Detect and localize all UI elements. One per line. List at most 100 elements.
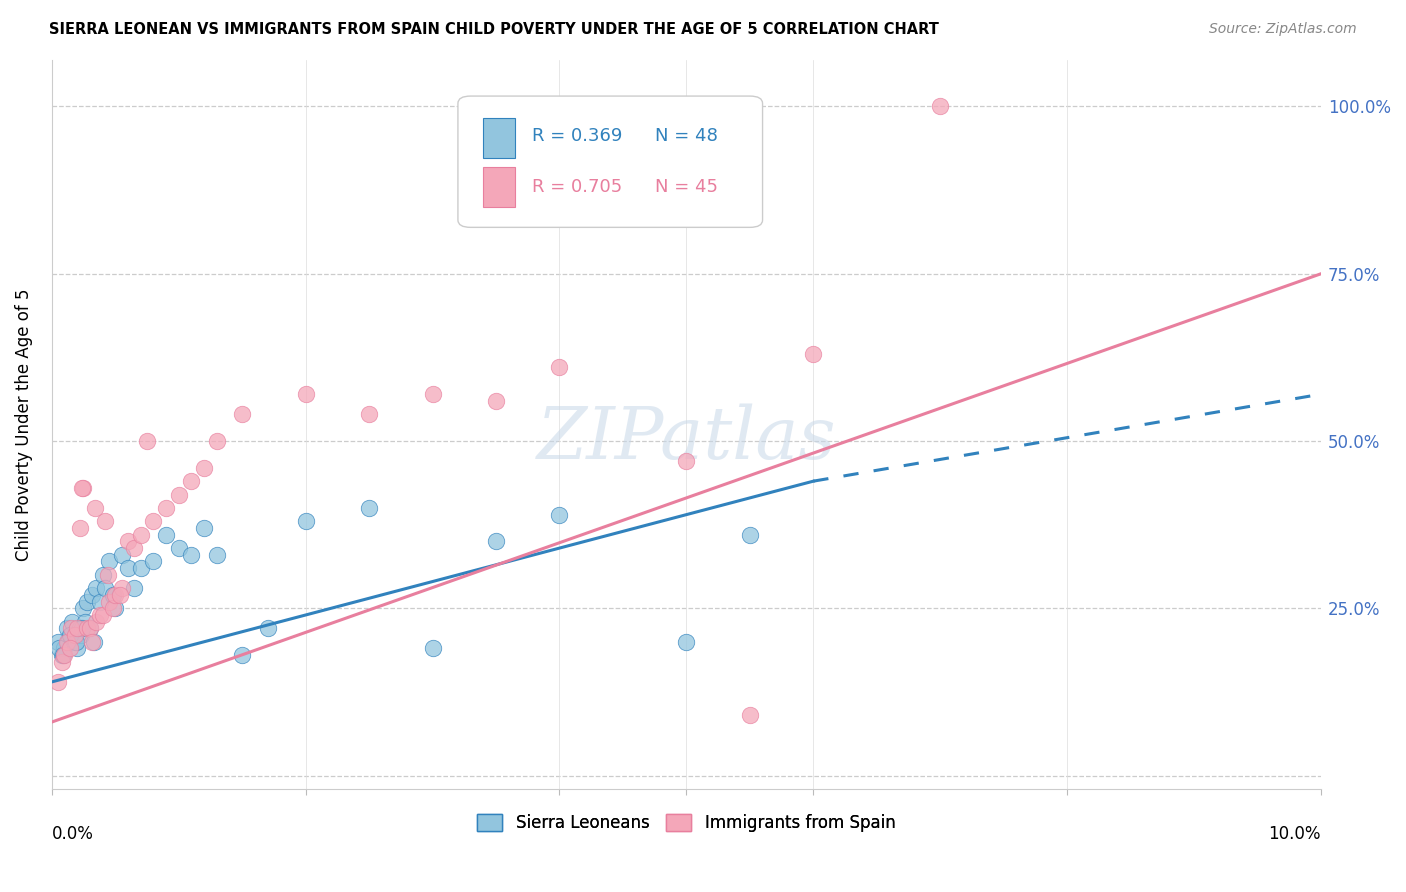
Point — [76, 621, 98, 635]
Point — [155, 500, 177, 515]
Point — [65, 634, 87, 648]
Point — [53, 641, 76, 656]
Point — [117, 534, 139, 549]
Point — [94, 581, 117, 595]
Point — [83, 634, 105, 648]
Point — [82, 588, 104, 602]
FancyBboxPatch shape — [484, 118, 515, 158]
Point — [63, 634, 86, 648]
Point — [205, 548, 228, 562]
Point — [110, 548, 132, 562]
Point — [104, 588, 127, 602]
Point — [738, 708, 761, 723]
Point — [422, 387, 444, 401]
Point — [129, 561, 152, 575]
Point — [155, 527, 177, 541]
Point — [294, 514, 316, 528]
Point — [52, 648, 75, 662]
Point — [56, 634, 79, 648]
Point — [58, 634, 80, 648]
Point — [51, 648, 73, 662]
Point — [801, 347, 824, 361]
Point — [485, 393, 508, 408]
Point — [117, 561, 139, 575]
Point — [69, 521, 91, 535]
Point — [294, 387, 316, 401]
Legend: Sierra Leoneans, Immigrants from Spain: Sierra Leoneans, Immigrants from Spain — [471, 807, 903, 839]
Point — [256, 621, 278, 635]
Text: Source: ZipAtlas.com: Source: ZipAtlas.com — [1209, 22, 1357, 37]
Text: N = 45: N = 45 — [655, 178, 717, 196]
Point — [205, 434, 228, 448]
Text: ZIPatlas: ZIPatlas — [537, 403, 837, 475]
Point — [66, 621, 89, 635]
Point — [122, 541, 145, 555]
Point — [180, 548, 202, 562]
Point — [675, 454, 697, 468]
Point — [91, 567, 114, 582]
Text: N = 48: N = 48 — [655, 128, 717, 145]
Point — [101, 601, 124, 615]
Point — [84, 615, 107, 629]
Point — [675, 634, 697, 648]
Point — [53, 648, 76, 662]
Point — [94, 514, 117, 528]
Point — [84, 581, 107, 595]
Point — [56, 621, 79, 635]
Point — [72, 601, 94, 615]
Point — [193, 460, 215, 475]
Point — [110, 588, 132, 602]
Point — [104, 601, 127, 615]
Point — [929, 99, 952, 113]
Point — [89, 594, 111, 608]
FancyBboxPatch shape — [484, 167, 515, 207]
Point — [142, 514, 165, 528]
Point — [122, 581, 145, 595]
Point — [136, 434, 159, 448]
Point — [59, 621, 82, 635]
Point — [91, 607, 114, 622]
Y-axis label: Child Poverty Under the Age of 5: Child Poverty Under the Age of 5 — [15, 288, 32, 560]
Point — [70, 621, 93, 635]
Point — [548, 360, 571, 375]
Point — [48, 641, 70, 656]
Point — [60, 615, 83, 629]
Point — [359, 500, 381, 515]
Point — [46, 634, 69, 648]
Text: 0.0%: 0.0% — [52, 825, 94, 844]
Point — [58, 641, 80, 656]
Point — [69, 621, 91, 635]
Point — [738, 527, 761, 541]
Point — [359, 407, 381, 421]
Point — [79, 621, 101, 635]
Point — [70, 628, 93, 642]
Text: R = 0.705: R = 0.705 — [531, 178, 621, 196]
Point — [59, 628, 82, 642]
Point — [167, 487, 190, 501]
Point — [97, 594, 120, 608]
Point — [89, 607, 111, 622]
Point — [129, 527, 152, 541]
Point — [110, 581, 132, 595]
Point — [231, 648, 253, 662]
Text: 10.0%: 10.0% — [1268, 825, 1322, 844]
Point — [76, 594, 98, 608]
Point — [58, 628, 80, 642]
Point — [70, 481, 93, 495]
Point — [422, 641, 444, 656]
Point — [180, 474, 202, 488]
Text: SIERRA LEONEAN VS IMMIGRANTS FROM SPAIN CHILD POVERTY UNDER THE AGE OF 5 CORRELA: SIERRA LEONEAN VS IMMIGRANTS FROM SPAIN … — [49, 22, 939, 37]
Point — [548, 508, 571, 522]
Point — [46, 674, 69, 689]
Point — [142, 554, 165, 568]
Point — [167, 541, 190, 555]
Text: R = 0.369: R = 0.369 — [531, 128, 621, 145]
Point — [73, 615, 96, 629]
FancyBboxPatch shape — [458, 96, 762, 227]
Point — [97, 567, 120, 582]
Point — [101, 588, 124, 602]
Point — [72, 481, 94, 495]
Point — [84, 500, 107, 515]
Point — [231, 407, 253, 421]
Point — [82, 634, 104, 648]
